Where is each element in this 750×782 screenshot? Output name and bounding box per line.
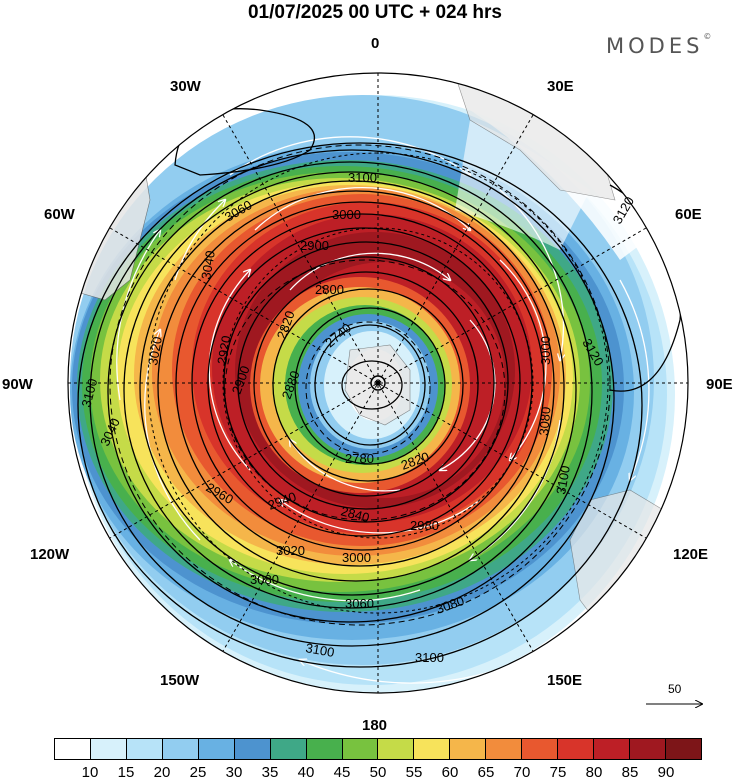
colorbar-tick-label: 30 (225, 764, 243, 781)
lon-label-60e: 60E (675, 206, 702, 223)
contour-label: 3100 (348, 170, 377, 185)
lon-label-90w: 90W (2, 376, 33, 393)
contour-label: 2920 (214, 334, 234, 365)
colorbar-tick-label: 35 (261, 764, 279, 781)
colorbar-tick-label: 55 (405, 764, 423, 781)
lon-label-60w: 60W (44, 206, 75, 223)
polar-map: 3100 3100 3100 3100 3100 3080 3080 3080 … (67, 72, 689, 694)
contour-label: 3100 (304, 640, 335, 660)
colorbar-swatch (270, 739, 307, 759)
colorbar-ticks: 10 15 20 25 30 35 40 45 50 55 60 65 70 75 80 85 90 (54, 764, 702, 782)
lon-label-150w: 150W (160, 672, 200, 689)
contour-label: 3060 (345, 596, 374, 611)
colorbar-tick-label: 40 (297, 764, 315, 781)
colorbar-swatch (630, 739, 666, 759)
colorbar-tick-label: 20 (153, 764, 171, 781)
dashed-contours (109, 144, 611, 626)
contour-label: 3040 (198, 249, 218, 280)
colorbar-swatch (665, 739, 701, 759)
colorbar-tick-label: 90 (657, 764, 675, 781)
colorbar-swatch (198, 739, 235, 759)
brand-logo: MODES© (606, 32, 712, 58)
reference-vector-label: 50 (668, 682, 682, 696)
lon-label-120e: 120E (673, 546, 709, 563)
contour-label: 2840 (339, 503, 371, 525)
colorbar-tick-label: 15 (117, 764, 135, 781)
colorbar-swatch (162, 739, 199, 759)
colorbar-tick-label: 65 (477, 764, 495, 781)
contour-label: 3000 (538, 336, 553, 365)
colorbar-swatch (234, 739, 271, 759)
colorbar-swatch (126, 739, 163, 759)
height-contours (77, 108, 682, 668)
colorbar-tick-label: 60 (441, 764, 459, 781)
contour-label: 2780 (345, 451, 374, 466)
contour-label: 3080 (536, 406, 553, 436)
contour-label: 3020 (276, 543, 305, 558)
contour-label: 2800 (315, 282, 344, 297)
lon-label-180: 180 (362, 717, 388, 734)
colorbar-swatch (90, 739, 127, 759)
colorbar-swatch (522, 739, 559, 759)
map-title: 01/07/2025 00 UTC + 024 hrs (247, 2, 503, 23)
colorbar-tick-label: 85 (621, 764, 639, 781)
pole-marker (370, 375, 386, 391)
colorbar-swatch (558, 739, 595, 759)
lon-label-150e: 150E (547, 672, 583, 689)
colorbar-tick-label: 80 (585, 764, 603, 781)
colorbar-swatch (378, 739, 415, 759)
contour-label: 3100 (78, 377, 100, 409)
copyright-mark: © (703, 32, 712, 41)
colorbar-swatch (342, 739, 379, 759)
lon-label-30w: 30W (170, 78, 201, 95)
colorbar-swatch (306, 739, 343, 759)
pole-dot (375, 380, 381, 386)
lon-label-90e: 90E (706, 376, 733, 393)
lon-label-120w: 120W (30, 546, 70, 563)
wind-speed-field (68, 73, 688, 693)
colorbar-swatch (414, 739, 451, 759)
colorbar-tick-label: 50 (369, 764, 387, 781)
contour-label: 3020 (145, 335, 165, 366)
colorbar-swatch (55, 739, 91, 759)
contour-label: 2980 (410, 518, 439, 533)
colorbar-tick-label: 75 (549, 764, 567, 781)
colorbar-tick-label: 45 (333, 764, 351, 781)
colorbar-swatch (450, 739, 487, 759)
colorbar-swatch (486, 739, 523, 759)
colorbar-swatch (594, 739, 630, 759)
colorbar-tick-label: 70 (513, 764, 531, 781)
contour-label: 2900 (300, 238, 329, 253)
colorbar (54, 738, 702, 760)
colorbar-tick-label: 25 (189, 764, 207, 781)
brand-name: MODES (606, 34, 704, 58)
contour-label: 3000 (342, 550, 371, 565)
contour-label: 3100 (415, 650, 444, 665)
map-border (67, 72, 689, 694)
reference-vector-arrow (646, 680, 710, 720)
lon-label-0: 0 (371, 35, 380, 52)
contour-label: 3000 (332, 207, 361, 222)
colorbar-tick-label: 10 (81, 764, 99, 781)
lon-label-30e: 30E (547, 78, 574, 95)
graticule (68, 73, 688, 693)
